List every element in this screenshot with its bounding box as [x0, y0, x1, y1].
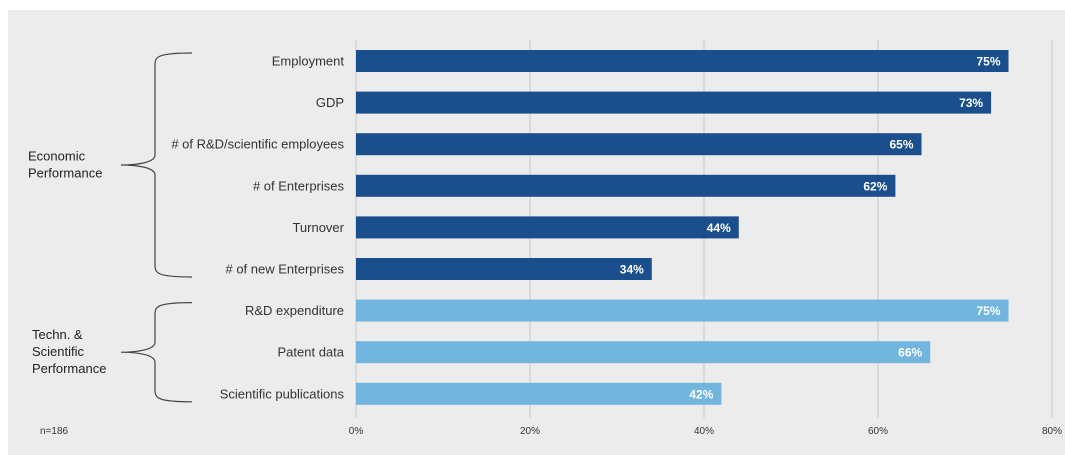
- bar: [356, 382, 722, 405]
- sample-size-note: n=186: [40, 426, 69, 437]
- data-label: 42%: [689, 387, 713, 401]
- category-label: # of R&D/scientific employees: [171, 137, 344, 152]
- data-label: 62%: [863, 179, 887, 193]
- x-tick-label: 60%: [868, 426, 888, 437]
- category-label: # of Enterprises: [253, 178, 345, 193]
- group-label: Scientific: [32, 344, 85, 359]
- category-label: # of new Enterprises: [225, 262, 344, 277]
- x-tick-label: 0%: [349, 426, 364, 437]
- group-brace: [120, 302, 193, 403]
- bar: [356, 341, 931, 364]
- bar: [356, 258, 652, 280]
- data-label: 66%: [898, 346, 922, 360]
- bar: [356, 91, 992, 114]
- x-tick-label: 40%: [694, 426, 714, 437]
- x-tick-label: 80%: [1042, 426, 1062, 437]
- bar: [356, 133, 922, 156]
- group-label: Economic: [28, 149, 86, 164]
- group-label: Performance: [28, 166, 102, 181]
- bar: [356, 299, 1009, 322]
- category-label: GDP: [316, 95, 344, 110]
- data-label: 75%: [976, 304, 1000, 318]
- category-label: Scientific publications: [220, 386, 345, 401]
- group-label: Performance: [32, 361, 106, 376]
- category-label: Patent data: [278, 345, 345, 360]
- data-label: 34%: [620, 263, 644, 277]
- category-label: Employment: [272, 54, 345, 69]
- category-label: Turnover: [292, 220, 344, 235]
- bar: [356, 216, 739, 239]
- data-label: 65%: [889, 138, 913, 152]
- category-label: R&D expenditure: [245, 303, 344, 318]
- data-label: 44%: [707, 221, 731, 235]
- group-brace: [120, 52, 193, 278]
- data-label: 73%: [959, 96, 983, 110]
- x-tick-label: 20%: [520, 426, 540, 437]
- bar: [356, 174, 896, 197]
- bar: [356, 50, 1009, 72]
- group-label: Techn. &: [32, 327, 83, 342]
- data-label: 75%: [976, 55, 1000, 69]
